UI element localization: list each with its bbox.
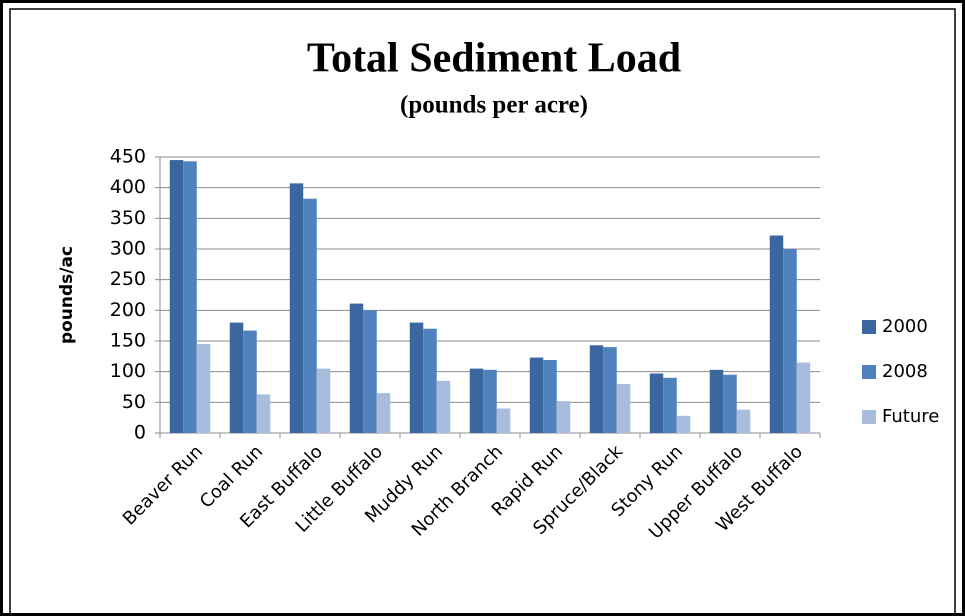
bar [796,362,811,433]
y-tick-label: 100 [110,360,146,382]
bar [289,183,304,433]
bar [709,369,724,433]
y-tick-label: 50 [122,391,146,413]
y-tick-label: 250 [110,268,146,290]
bar [589,345,604,433]
y-axis-label: pounds/ac [57,246,77,344]
bar [556,401,571,433]
y-tick-label: 350 [110,207,146,229]
bar [349,303,364,433]
bar [603,347,617,433]
bar [663,377,677,433]
y-tick-label: 450 [110,146,146,168]
y-tick-label: 200 [110,299,146,321]
legend-swatch [862,320,876,334]
bar [316,368,331,433]
legend-label: Future [882,406,939,427]
y-tick-label: 150 [110,330,146,352]
bar [303,198,317,433]
bar [496,408,511,433]
bar [229,322,244,433]
inner-frame [9,8,956,616]
y-tick-label: 300 [110,238,146,260]
bar [529,357,544,433]
bar [363,310,377,433]
bar [423,328,437,433]
y-tick-label: 0 [134,422,146,444]
legend-label: 2008 [882,361,928,382]
legend-swatch [862,365,876,379]
bar [169,160,184,434]
bar [243,330,257,433]
chart-title: Total Sediment Load [307,36,681,82]
legend-swatch [862,410,876,424]
y-tick-label: 400 [110,176,146,198]
bar [436,380,451,433]
bar [616,383,631,433]
bar [469,368,484,433]
bar [736,409,751,433]
bar [409,322,424,433]
bar [649,373,664,433]
bar [483,369,497,433]
bar [256,394,271,433]
bar [196,344,211,433]
bar [676,415,691,433]
legend-label: 2000 [882,316,928,337]
bar [723,374,737,433]
chart-subtitle: (pounds per acre) [400,92,588,119]
bar [783,249,797,433]
bar [183,161,197,433]
bar [543,360,557,433]
bar [376,393,391,433]
bar [769,235,784,433]
